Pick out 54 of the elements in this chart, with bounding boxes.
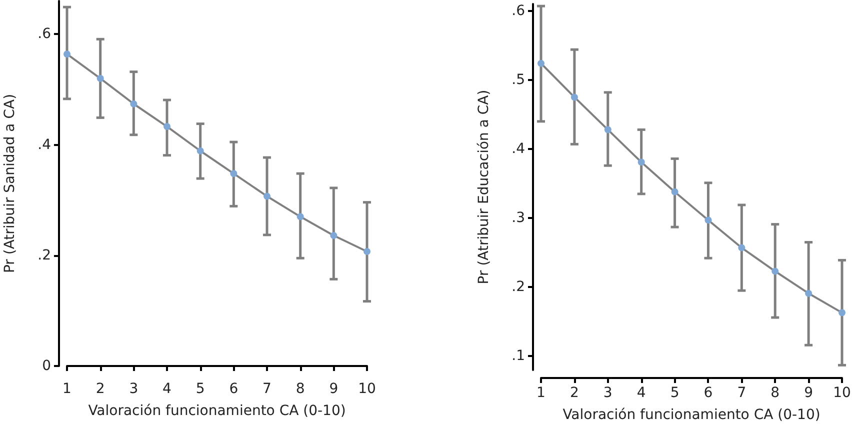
point bbox=[570, 94, 578, 101]
point bbox=[264, 192, 270, 200]
y-tick-label: .2 bbox=[38, 247, 51, 264]
x-tick-label: 4 bbox=[636, 385, 646, 401]
y-axis-title: Pr (Atribuir Sanidad a CA) bbox=[2, 94, 18, 274]
y-tick-label: .2 bbox=[512, 279, 525, 296]
x-tick-label: 10 bbox=[833, 385, 851, 401]
point bbox=[704, 216, 712, 224]
x-tick-label: 6 bbox=[704, 385, 713, 401]
x-axis-title: Valoración funcionamiento CA (0-10) bbox=[88, 403, 346, 419]
point bbox=[838, 309, 846, 316]
y-tick-label: .6 bbox=[38, 26, 52, 42]
x-tick-label: 2 bbox=[570, 385, 579, 401]
point bbox=[738, 244, 746, 252]
point bbox=[364, 248, 370, 256]
point bbox=[296, 213, 304, 220]
point bbox=[130, 100, 138, 108]
x-tick-label: 1 bbox=[536, 385, 546, 401]
x-tick-label: 6 bbox=[229, 381, 238, 397]
point bbox=[538, 60, 544, 67]
point bbox=[64, 50, 70, 58]
point bbox=[230, 170, 238, 178]
y-tick-label: 0 bbox=[42, 358, 51, 374]
x-tick-label: 4 bbox=[162, 381, 172, 397]
x-tick-label: 3 bbox=[129, 381, 138, 397]
y-tick-label: .5 bbox=[512, 72, 525, 88]
x-tick-label: 9 bbox=[804, 385, 814, 401]
point bbox=[772, 268, 779, 275]
y-axis-title: Pr (Atribuir Educación a CA) bbox=[476, 90, 492, 284]
x-axis-title: Valoración funcionamiento CA (0-10) bbox=[562, 407, 820, 423]
x-tick-label: 3 bbox=[603, 385, 612, 401]
x-tick-label: 5 bbox=[196, 381, 205, 397]
point bbox=[671, 188, 678, 196]
point bbox=[330, 232, 338, 239]
point bbox=[96, 74, 104, 82]
x-tick-label: 9 bbox=[329, 381, 338, 397]
point bbox=[196, 147, 204, 154]
x-tick-label: 7 bbox=[737, 385, 746, 401]
x-tick-label: 5 bbox=[670, 385, 680, 401]
x-tick-label: 7 bbox=[262, 381, 272, 397]
y-tick-label: .3 bbox=[512, 210, 525, 226]
y-tick-label: .4 bbox=[512, 141, 526, 158]
y-tick-label: .1 bbox=[512, 348, 525, 364]
x-tick-label: 2 bbox=[96, 381, 105, 397]
x-tick-label: 8 bbox=[296, 381, 305, 397]
y-tick-label: .6 bbox=[512, 2, 526, 19]
point bbox=[604, 126, 612, 134]
point bbox=[164, 123, 170, 130]
point bbox=[805, 290, 812, 297]
y-tick-label: .4 bbox=[38, 136, 52, 153]
x-tick-label: 10 bbox=[358, 381, 376, 397]
x-tick-label: 8 bbox=[770, 385, 780, 401]
point bbox=[638, 158, 645, 166]
x-tick-label: 1 bbox=[62, 381, 72, 397]
